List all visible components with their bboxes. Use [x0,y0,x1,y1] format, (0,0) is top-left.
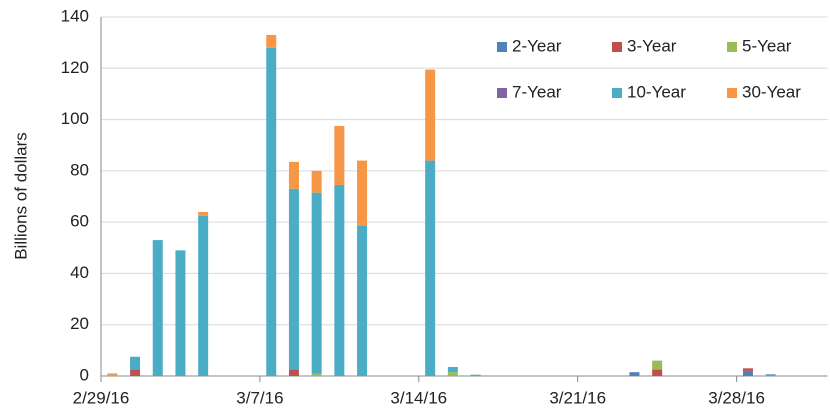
y-tick-label: 120 [61,58,89,77]
y-tick-label: 100 [61,109,89,128]
y-axis-label: Billions of dollars [11,132,30,260]
bar-segment [288,188,299,370]
x-tick-label: 2/29/16 [73,388,130,407]
legend-swatch [727,42,737,52]
y-tick-label: 40 [70,263,89,282]
bar-segment [311,192,322,374]
bar-segment [198,211,209,216]
bar-segment [765,374,776,376]
bar-segment [152,240,163,376]
legend-swatch [727,88,737,98]
bar-segment [107,373,118,376]
bar-segment [266,47,277,377]
bar-segment [130,369,141,376]
bar-segment [447,367,458,373]
bar-segment [470,374,481,376]
bar-segment [652,360,663,370]
legend-label: 7-Year [512,82,562,101]
y-tick-label: 0 [80,365,89,384]
bar-segment [425,69,436,161]
legend-swatch [497,88,507,98]
bar-segment [334,184,345,376]
y-tick-label: 80 [70,160,89,179]
bar-segment [288,161,299,189]
legend-label: 30-Year [742,82,801,101]
bar-segment [742,368,753,371]
bar-segment [447,372,458,376]
legend-swatch [612,88,622,98]
legend-label: 3-Year [627,36,677,55]
legend-label: 2-Year [512,36,562,55]
bar-segment [311,373,322,376]
x-tick-label: 3/28/16 [708,388,765,407]
y-tick-label: 140 [61,6,89,25]
legend-label: 10-Year [627,82,686,101]
legend-swatch [612,42,622,52]
legend-swatch [497,42,507,52]
x-tick-label: 3/14/16 [390,388,447,407]
bar-segment [357,160,368,226]
bar-segment [652,369,663,376]
bar-segment [288,369,299,376]
bar-segment [130,356,141,370]
bar-segment [425,160,436,376]
bar-segment [357,225,368,376]
bar-segment [742,370,753,376]
bar-segment [629,372,640,376]
bar-segment [198,215,209,376]
y-tick-label: 20 [70,314,89,333]
y-tick-label: 60 [70,212,89,231]
x-tick-label: 3/7/16 [236,388,283,407]
bar-segment [266,34,277,48]
legend-label: 5-Year [742,36,792,55]
bar-segment [175,250,186,376]
x-tick-label: 3/21/16 [549,388,606,407]
bar-segment [334,125,345,185]
bar-segment [311,170,322,193]
